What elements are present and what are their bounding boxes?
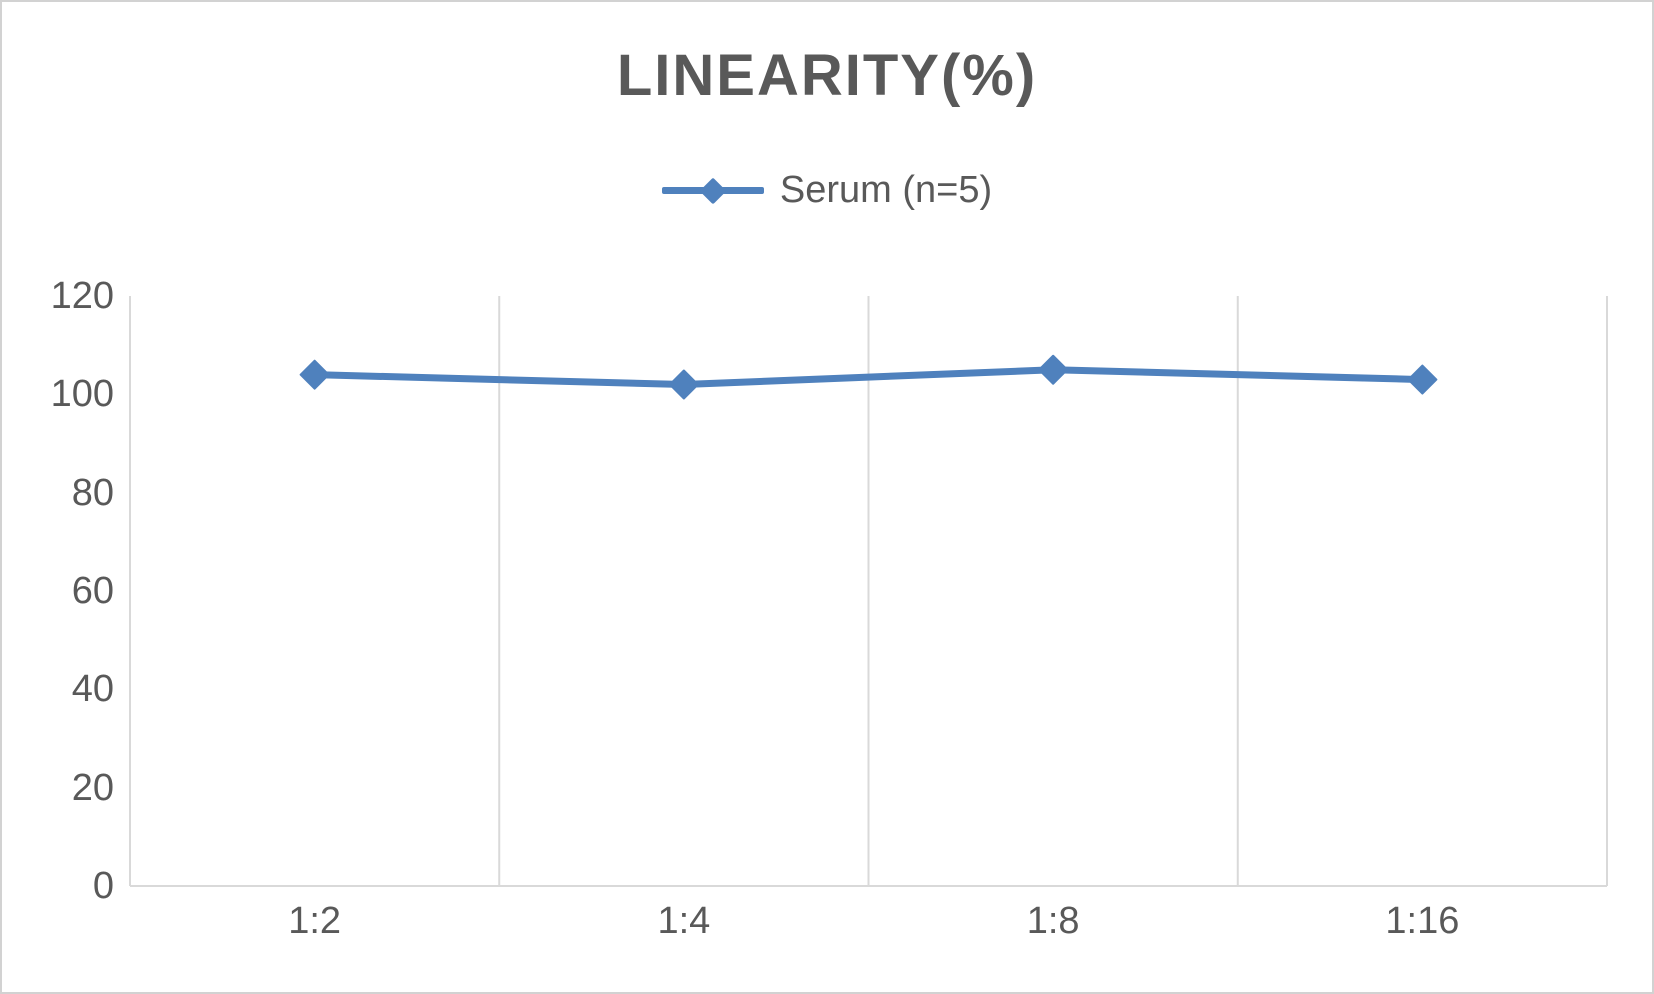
data-point-marker-diamond-icon <box>1407 364 1438 395</box>
y-axis-tick-label: 100 <box>50 373 114 416</box>
x-axis-tick-label: 1:8 <box>1026 900 1080 942</box>
x-axis-tick-label: 1:16 <box>1385 900 1460 942</box>
y-axis-tick-label: 20 <box>71 766 114 809</box>
y-axis-tick-label: 120 <box>50 275 114 317</box>
y-axis-tick-label: 0 <box>92 865 114 907</box>
legend-line-sample <box>661 177 764 205</box>
data-point-marker-diamond-icon <box>668 369 699 400</box>
data-point-marker-diamond-icon <box>299 359 330 390</box>
legend: Serum (n=5) <box>2 169 1652 212</box>
legend-series-label: Serum (n=5) <box>779 169 993 211</box>
chart-title: LINEARITY(%) <box>616 43 1038 108</box>
x-axis-tick-label: 1:4 <box>657 900 711 942</box>
x-axis-tick-label: 1:2 <box>288 900 342 942</box>
data-point-marker-diamond-icon <box>1038 354 1069 385</box>
y-axis-tick-label: 80 <box>71 471 114 514</box>
y-axis-tick-label: 60 <box>71 570 114 612</box>
series-line <box>311 366 1426 388</box>
y-axis-tick-label: 40 <box>71 668 114 711</box>
